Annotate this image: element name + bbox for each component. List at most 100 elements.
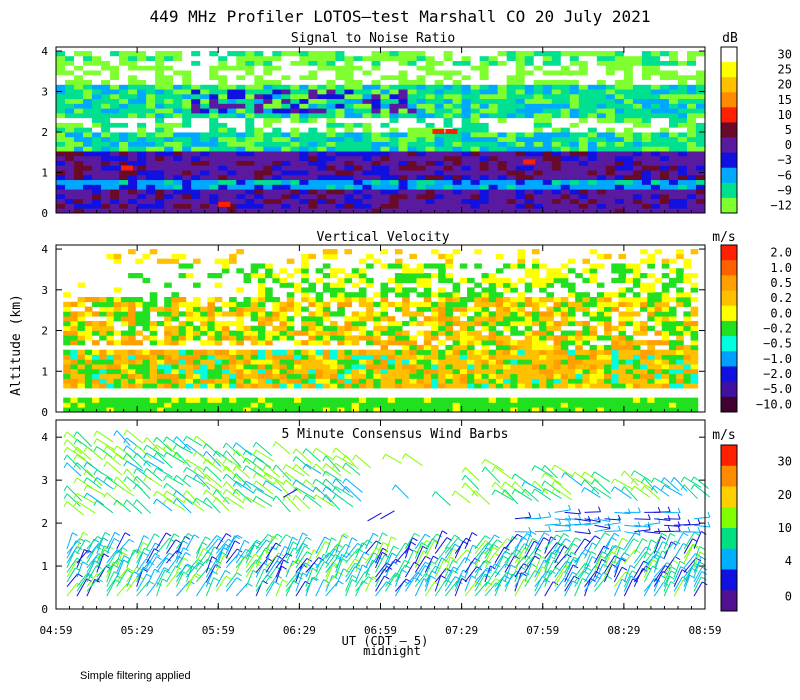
- vv-cell: [243, 402, 252, 408]
- vv-cell: [301, 397, 309, 403]
- snr-cell: [695, 146, 706, 152]
- vv-cell: [488, 287, 497, 293]
- vv-cell: [301, 373, 309, 379]
- snr-cell: [344, 189, 354, 195]
- snr-cell: [596, 146, 607, 152]
- snr-cell: [497, 151, 508, 157]
- vv-cell: [567, 368, 576, 375]
- vv-cell: [640, 258, 648, 264]
- snr-cell: [596, 208, 607, 214]
- snr-cell: [461, 155, 472, 162]
- snr-cell: [272, 193, 282, 200]
- snr-cell: [632, 93, 643, 100]
- vv-cell: [142, 320, 151, 327]
- vv-cell: [351, 292, 360, 298]
- vv-cell: [495, 378, 504, 384]
- vv-cell: [185, 325, 194, 331]
- snr-cell: [380, 179, 390, 185]
- vv-cell: [661, 292, 670, 298]
- vv-cell: [77, 325, 86, 331]
- snr-cell: [677, 112, 688, 119]
- vv-cell: [503, 397, 511, 403]
- vv-cell: [178, 402, 187, 408]
- snr-cell: [101, 93, 111, 100]
- snr-cell: [506, 51, 517, 57]
- vv-cell: [286, 397, 295, 403]
- snr-cell: [488, 117, 499, 123]
- wind-barb-shaft: [76, 572, 88, 587]
- snr-cell: [173, 98, 183, 104]
- vv-cell: [351, 349, 360, 355]
- snr-cell: [92, 93, 102, 100]
- vv-cell: [308, 316, 316, 322]
- snr-cell: [317, 127, 327, 133]
- wind-barb-shaft: [116, 499, 132, 513]
- snr-cell: [425, 84, 435, 90]
- vv-cell: [394, 325, 403, 331]
- snr-cell: [443, 184, 454, 190]
- snr-cell: [533, 151, 544, 157]
- snr-cell: [200, 136, 210, 142]
- snr-cell: [326, 70, 336, 76]
- snr-cell: [119, 155, 129, 162]
- vv-cell: [668, 316, 677, 322]
- vv-cell: [567, 320, 576, 327]
- vv-cell: [358, 373, 367, 379]
- vv-cell: [185, 397, 194, 403]
- vv-cell: [373, 378, 381, 384]
- vv-cell: [92, 359, 100, 365]
- snr-cell: [551, 146, 562, 152]
- snr-cell: [605, 79, 616, 85]
- vv-cell: [632, 359, 641, 365]
- snr-cell: [452, 89, 463, 95]
- vv-cell: [380, 344, 389, 351]
- vv-cell: [481, 402, 490, 408]
- snr-cell: [596, 74, 607, 81]
- vv-cell: [394, 292, 403, 298]
- snr-cell: [299, 160, 309, 166]
- vv-cell: [149, 325, 158, 331]
- snr-cell: [299, 122, 309, 128]
- snr-cell: [146, 93, 156, 100]
- vv-cell: [567, 407, 576, 413]
- snr-cell: [398, 89, 408, 95]
- vv-cell: [539, 316, 547, 322]
- snr-cell: [218, 108, 228, 114]
- vv-cell: [344, 325, 353, 331]
- vv-cell: [178, 359, 187, 365]
- snr-cell: [317, 193, 327, 200]
- vv-cell: [524, 344, 533, 351]
- snr-cell: [389, 117, 399, 123]
- snr-cell: [146, 79, 156, 85]
- vv-cell: [77, 349, 86, 355]
- snr-cell: [308, 165, 318, 171]
- vv-cell: [474, 359, 482, 365]
- vv-cell: [200, 325, 208, 331]
- snr-cell: [317, 141, 327, 147]
- snr-cell: [578, 93, 589, 100]
- vv-cell: [582, 292, 591, 298]
- vv-cell: [250, 296, 259, 303]
- snr-cell: [641, 70, 652, 76]
- vv-cell: [200, 373, 208, 379]
- snr-cell: [641, 198, 652, 204]
- vv-cell: [654, 277, 663, 284]
- vv-cell: [330, 378, 338, 384]
- snr-cell: [254, 141, 264, 147]
- vv-cell: [690, 349, 699, 355]
- wind-barb-shaft: [96, 532, 106, 550]
- vv-cell: [640, 397, 648, 403]
- snr-cell: [209, 103, 219, 109]
- vv-cell: [402, 344, 410, 351]
- snr-cell: [587, 184, 598, 190]
- vv-cell: [452, 344, 461, 351]
- snr-cell: [695, 79, 706, 85]
- snr-cell: [389, 136, 399, 142]
- vv-cell: [474, 292, 482, 298]
- vv-cell: [459, 311, 468, 317]
- vv-panel-title: Vertical Velocity: [316, 230, 449, 245]
- snr-cell: [191, 141, 201, 147]
- snr-cell: [344, 179, 354, 185]
- vv-cell: [250, 368, 259, 375]
- vv-cell: [113, 306, 122, 312]
